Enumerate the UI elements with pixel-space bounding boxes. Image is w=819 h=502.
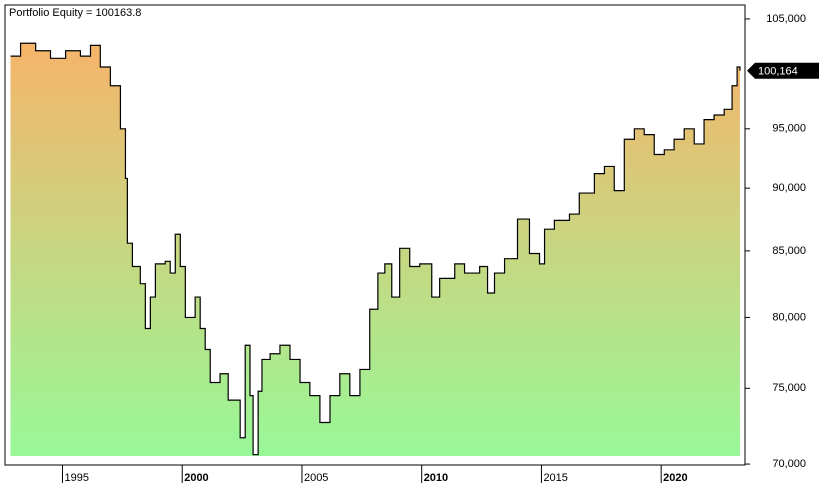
y-tick-label: 80,000 <box>772 311 806 323</box>
y-tick-label: 70,000 <box>772 458 806 470</box>
last-value-marker <box>747 62 819 79</box>
equity-area <box>10 43 740 456</box>
x-tick-label: 2000 <box>184 472 208 484</box>
equity-line <box>10 42 741 456</box>
y-tick-label: 85,000 <box>772 245 806 257</box>
y-tick-label: 95,000 <box>772 123 806 135</box>
y-tick-label: 75,000 <box>772 382 806 394</box>
plot-frame <box>4 4 746 466</box>
x-tick-label: 1995 <box>64 472 88 484</box>
chart-title: Portfolio Equity = 100163.8 <box>9 7 141 19</box>
x-tick-label: 2020 <box>663 472 687 484</box>
x-tick-label: 2005 <box>304 472 328 484</box>
y-tick-label: 90,000 <box>772 182 806 194</box>
x-tick-label: 2010 <box>424 472 448 484</box>
y-tick-label: 105,000 <box>766 13 806 25</box>
x-tick-label: 2015 <box>543 472 567 484</box>
last-value-label: 100,164 <box>758 66 798 78</box>
